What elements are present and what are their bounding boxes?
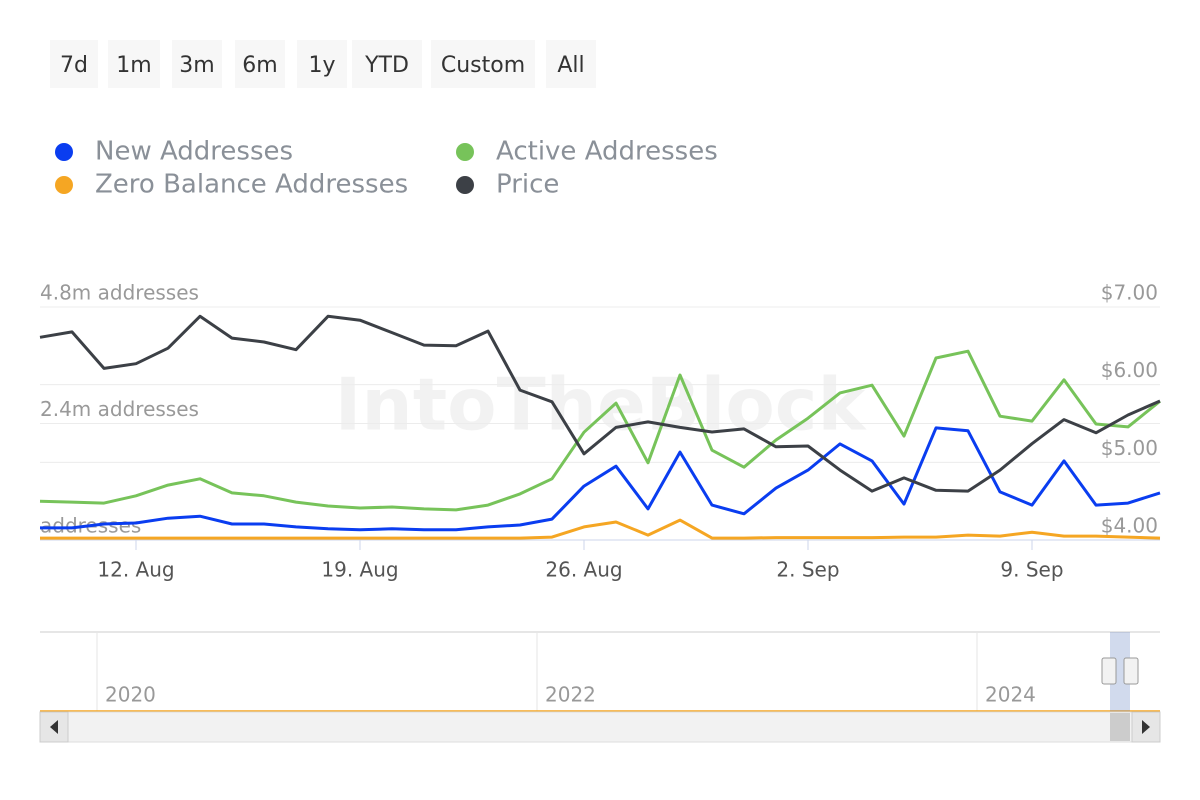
arrow-left — [50, 720, 58, 734]
range-button[interactable] — [546, 40, 596, 88]
series-line — [39, 314, 1161, 493]
series-line — [40, 518, 1161, 540]
watermark: IntoTheBlock — [335, 363, 868, 447]
legend-label[interactable]: Price — [496, 170, 559, 200]
range-button-label[interactable]: 7d — [60, 53, 88, 78]
series-line — [40, 426, 1161, 532]
range-button[interactable] — [108, 40, 160, 88]
range-button-label[interactable]: 3m — [179, 53, 214, 78]
legend-label[interactable]: Zero Balance Addresses — [95, 170, 408, 200]
range-button-label[interactable]: 1m — [116, 53, 151, 78]
x-tick-label: 2. Sep — [776, 558, 839, 582]
range-button-label[interactable]: 1y — [308, 53, 335, 78]
navigator-selection[interactable] — [1110, 632, 1130, 712]
navigator-label: 2024 — [985, 683, 1036, 707]
y2-tick-label: $6.00 — [1101, 358, 1158, 382]
range-button[interactable] — [172, 40, 222, 88]
range-button[interactable] — [297, 40, 347, 88]
range-button-label[interactable]: Custom — [441, 53, 525, 78]
x-tick-label: 12. Aug — [97, 558, 174, 582]
navigator-label: 2022 — [545, 683, 596, 707]
range-button-label[interactable]: 6m — [242, 53, 277, 78]
range-button[interactable] — [50, 40, 98, 88]
x-tick-label: 26. Aug — [545, 558, 622, 582]
range-button[interactable] — [352, 40, 422, 88]
legend-marker[interactable] — [456, 143, 474, 161]
y-tick-label: 2.4m addresses — [40, 397, 199, 421]
arrow-right — [1142, 720, 1150, 734]
legend-label[interactable]: New Addresses — [95, 137, 293, 167]
navigator-handle[interactable] — [1123, 657, 1139, 685]
series-line — [39, 349, 1161, 512]
y2-tick-label: $7.00 — [1101, 281, 1158, 305]
y-tick-label: 4.8m addresses — [40, 281, 199, 305]
range-button-label[interactable]: All — [557, 53, 584, 78]
legend-marker[interactable] — [456, 176, 474, 194]
range-button[interactable] — [431, 40, 535, 88]
legend-label[interactable]: Active Addresses — [496, 137, 718, 167]
scrollbar-thumb[interactable] — [1110, 713, 1130, 741]
x-tick-label: 19. Aug — [321, 558, 398, 582]
legend-marker[interactable] — [55, 143, 73, 161]
y2-tick-label: $5.00 — [1101, 436, 1158, 460]
range-button-label[interactable]: YTD — [364, 53, 409, 78]
y2-tick-label: $4.00 — [1101, 514, 1158, 538]
navigator-label: 2020 — [105, 683, 156, 707]
navigator-handle[interactable] — [1101, 657, 1117, 685]
legend-marker[interactable] — [55, 176, 73, 194]
scrollbar-track[interactable] — [39, 711, 1161, 743]
range-button[interactable] — [235, 40, 285, 88]
x-tick-label: 9. Sep — [1000, 558, 1063, 582]
